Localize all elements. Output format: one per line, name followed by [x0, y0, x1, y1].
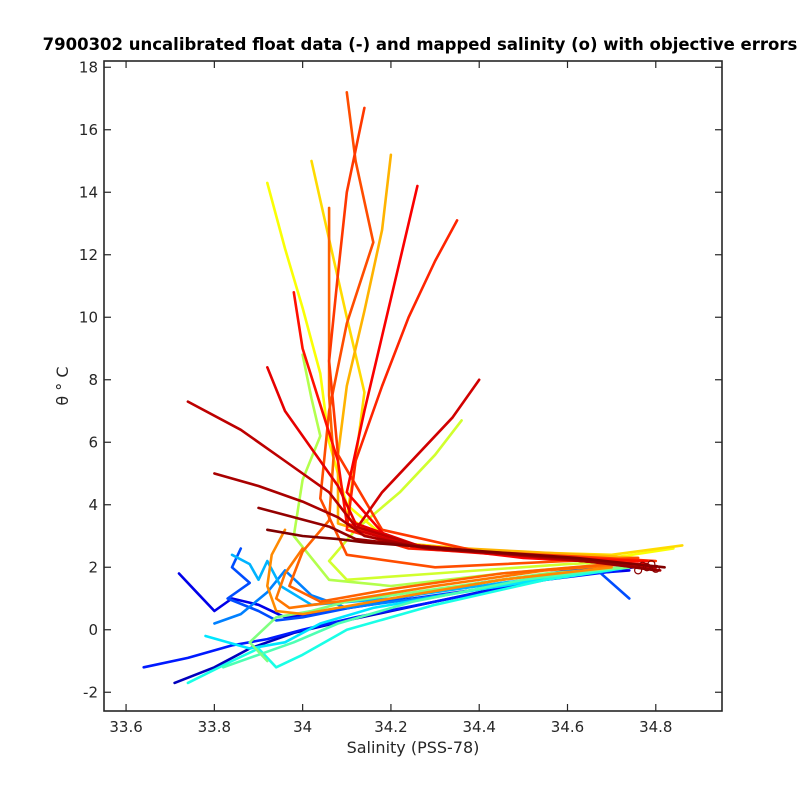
y-tick-label: 0: [88, 621, 98, 639]
float-profile-line: [265, 528, 666, 569]
y-tick-label: 2: [88, 558, 98, 576]
plot-background: [104, 61, 722, 711]
x-tick-label: 34.2: [374, 718, 407, 736]
y-axis-label: θ ° C: [53, 366, 72, 405]
x-tick-label: 34.6: [551, 718, 584, 736]
float-profile-line: [274, 547, 631, 610]
y-tick-label: -2: [83, 683, 98, 701]
x-tick-label: 33.8: [198, 718, 231, 736]
y-tick-label: 14: [79, 183, 98, 201]
y-tick-label: 16: [79, 121, 98, 139]
chart-title: 7900302 uncalibrated float data (-) and …: [43, 35, 798, 54]
plot-frame: [103, 60, 723, 712]
x-tick-label: 34.8: [639, 718, 672, 736]
x-tick-label: 34.4: [463, 718, 496, 736]
y-tick-label: 6: [88, 433, 98, 451]
x-tick-label: 33.6: [109, 718, 142, 736]
float-profile-line: [327, 419, 636, 582]
x-tick-label: 34: [293, 718, 312, 736]
float-profile-line: [221, 565, 622, 669]
mapped-salinity-point: [651, 564, 660, 573]
y-axis: -2 0 2 4 6 8 10 12 14 16 18: [79, 58, 722, 701]
series-layer: [142, 91, 684, 685]
mapped-points-layer: [634, 560, 660, 575]
float-profile-line: [345, 184, 649, 566]
y-tick-label: 8: [88, 371, 98, 389]
y-tick-label: 12: [79, 246, 98, 264]
mapped-salinity-point: [638, 561, 647, 570]
mapped-salinity-point: [634, 566, 643, 575]
y-tick-label: 4: [88, 496, 98, 514]
float-profile-line: [265, 528, 613, 616]
float-profile-line: [186, 565, 631, 685]
float-profile-line: [318, 91, 640, 569]
y-tick-label: 10: [79, 308, 98, 326]
x-axis-label: Salinity (PSS-78): [347, 738, 480, 757]
mapped-salinity-point: [647, 560, 656, 569]
x-axis: 33.6 33.8 34 34.2 34.4 34.6 34.8: [109, 61, 672, 736]
y-tick-label: 18: [79, 58, 98, 76]
